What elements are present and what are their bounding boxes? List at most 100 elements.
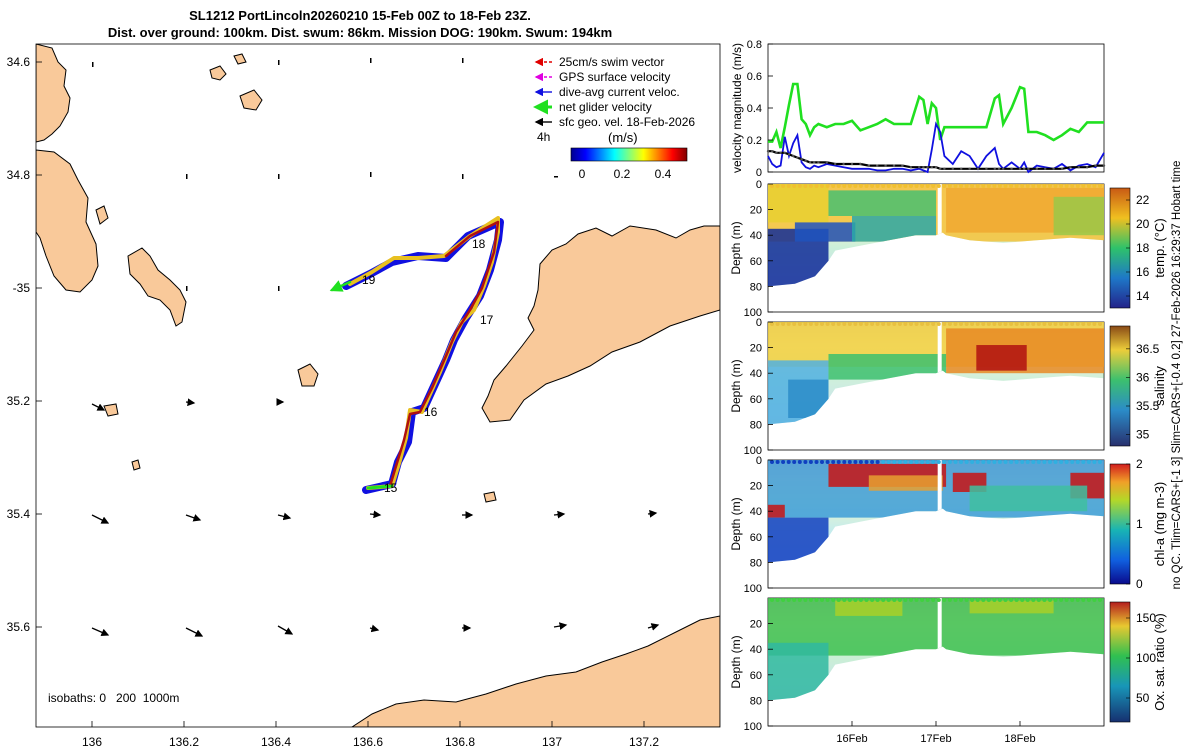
surface-sample-dot <box>847 598 852 602</box>
surface-sample-dot <box>947 322 952 326</box>
colorbar-tick: 0 <box>579 167 586 181</box>
section-panel: 0 20 40 60 80 100 Depth (m) 0 1 2 chl-a (mg m-3) <box>729 455 1167 595</box>
surface-sample-dot <box>1025 460 1030 464</box>
surface-sample-dot <box>847 184 852 188</box>
velocity-series <box>766 82 1106 174</box>
colorbar-tick-label: 150 <box>1136 611 1156 625</box>
surface-sample-dot <box>942 322 947 326</box>
surface-sample-dot <box>1048 598 1052 602</box>
surface-sample-dot <box>1064 598 1069 602</box>
surface-sample-dot <box>1059 460 1064 464</box>
section-y-tick-label: 40 <box>750 230 762 242</box>
surface-sample-dot <box>897 322 902 326</box>
surface-sample-dot <box>1042 322 1047 326</box>
grid-dot <box>554 176 558 178</box>
surface-sample-dot <box>975 598 980 602</box>
swim-vector-trace <box>388 220 500 488</box>
surface-sample-dot <box>964 598 969 602</box>
section-x-tick-label: 18Feb <box>1004 733 1035 745</box>
surface-sample-dot <box>992 460 997 464</box>
velocity-point <box>930 166 933 169</box>
section-patch <box>868 475 943 491</box>
surface-sample-dot <box>892 322 897 326</box>
geo-arrow <box>91 403 106 411</box>
colorbar-tick: 0.4 <box>655 167 672 181</box>
surface-sample-dot <box>853 598 858 602</box>
surface-sample-dot <box>847 460 852 464</box>
surface-sample-dot <box>992 184 997 188</box>
velocity-point <box>1018 167 1022 170</box>
geo-arrow <box>185 514 202 522</box>
surface-sample-dot <box>981 322 986 326</box>
section-y-tick-label: 80 <box>750 695 762 707</box>
colorbar-tick-label: 35 <box>1136 428 1150 442</box>
surface-sample-dot <box>803 322 808 326</box>
map-y-tick-label: 34.8 <box>7 168 31 182</box>
surface-sample-dot <box>903 460 908 464</box>
section-y-tick-label: 20 <box>750 481 762 493</box>
surface-sample-dot <box>775 460 780 464</box>
surface-sample-dot <box>1053 460 1058 464</box>
surface-sample-dot <box>1053 322 1058 326</box>
surface-sample-dot <box>836 598 841 602</box>
surface-sample-dot <box>1031 184 1036 188</box>
velocity-point <box>901 164 904 167</box>
surface-sample-dot <box>986 460 991 464</box>
velocity-point <box>976 167 980 170</box>
surface-sample-dot <box>825 598 830 602</box>
surface-sample-dot <box>897 184 902 188</box>
land-island-4 <box>233 53 247 65</box>
section-y-tick-label: 100 <box>744 445 762 457</box>
chart-title-line1: SL1212 PortLincoln20260210 15-Feb 00Z to… <box>189 8 531 23</box>
section-y-tick-label: 100 <box>744 721 762 733</box>
surface-sample-dot <box>1009 598 1014 602</box>
colorbar-tick-label: 20 <box>1136 217 1150 231</box>
surface-sample-dot <box>870 460 875 464</box>
velocity-point <box>985 167 988 170</box>
land-island-1 <box>127 247 187 327</box>
surface-sample-dot <box>1059 598 1064 602</box>
section-y-tick-label: 20 <box>750 619 762 631</box>
surface-sample-dot <box>875 322 880 326</box>
surface-sample-dot <box>1042 184 1047 188</box>
surface-sample-dot <box>775 322 780 326</box>
geo-grid-dots <box>92 58 558 291</box>
velocity-point <box>943 167 946 170</box>
map-x-tick-label: 137.2 <box>629 735 659 749</box>
chart-title-line2: Dist. over ground: 100km. Dist. swum: 86… <box>107 25 613 40</box>
surface-sample-dot <box>1064 460 1069 464</box>
section-y-tick-label: 60 <box>750 532 762 544</box>
surface-sample-dot <box>781 598 786 602</box>
surface-sample-dot <box>870 184 875 188</box>
surface-sample-dot <box>781 184 786 188</box>
surface-sample-dot <box>858 184 863 188</box>
grid-dot <box>370 172 372 177</box>
land-island-9 <box>483 491 497 503</box>
surface-sample-dot <box>836 184 841 188</box>
surface-sample-dot <box>1031 598 1036 602</box>
surface-sample-dot <box>1098 460 1102 464</box>
surface-sample-dot <box>853 322 858 326</box>
surface-sample-dot <box>831 598 836 602</box>
surface-sample-dot <box>1098 322 1102 326</box>
colorbar-tick-label: 36.5 <box>1136 342 1160 356</box>
surface-sample-dot <box>808 598 813 602</box>
colorbar-tick-label: 22 <box>1136 193 1150 207</box>
map-y-ticks: 34.6 34.8 -35 35.2 35.4 35.6 <box>7 55 42 634</box>
geo-velocity-arrows <box>91 398 660 637</box>
surface-sample-dot <box>997 598 1002 602</box>
surface-sample-dot <box>953 598 958 602</box>
surface-sample-dot <box>1081 322 1086 326</box>
land-masses <box>36 44 720 727</box>
map-panel: 15 16 17 18 19 136 136.2 136.4 136.6 136.8 13… <box>7 43 721 749</box>
velocity-point <box>1052 167 1055 170</box>
surface-sample-dot <box>1098 598 1102 602</box>
surface-sample-dot <box>1086 322 1091 326</box>
velocity-point <box>997 167 1001 170</box>
surface-sample-dot <box>986 184 991 188</box>
surface-sample-dot <box>1053 598 1058 602</box>
geo-arrow <box>553 510 566 519</box>
section-ylabel: Depth (m) <box>729 359 743 412</box>
